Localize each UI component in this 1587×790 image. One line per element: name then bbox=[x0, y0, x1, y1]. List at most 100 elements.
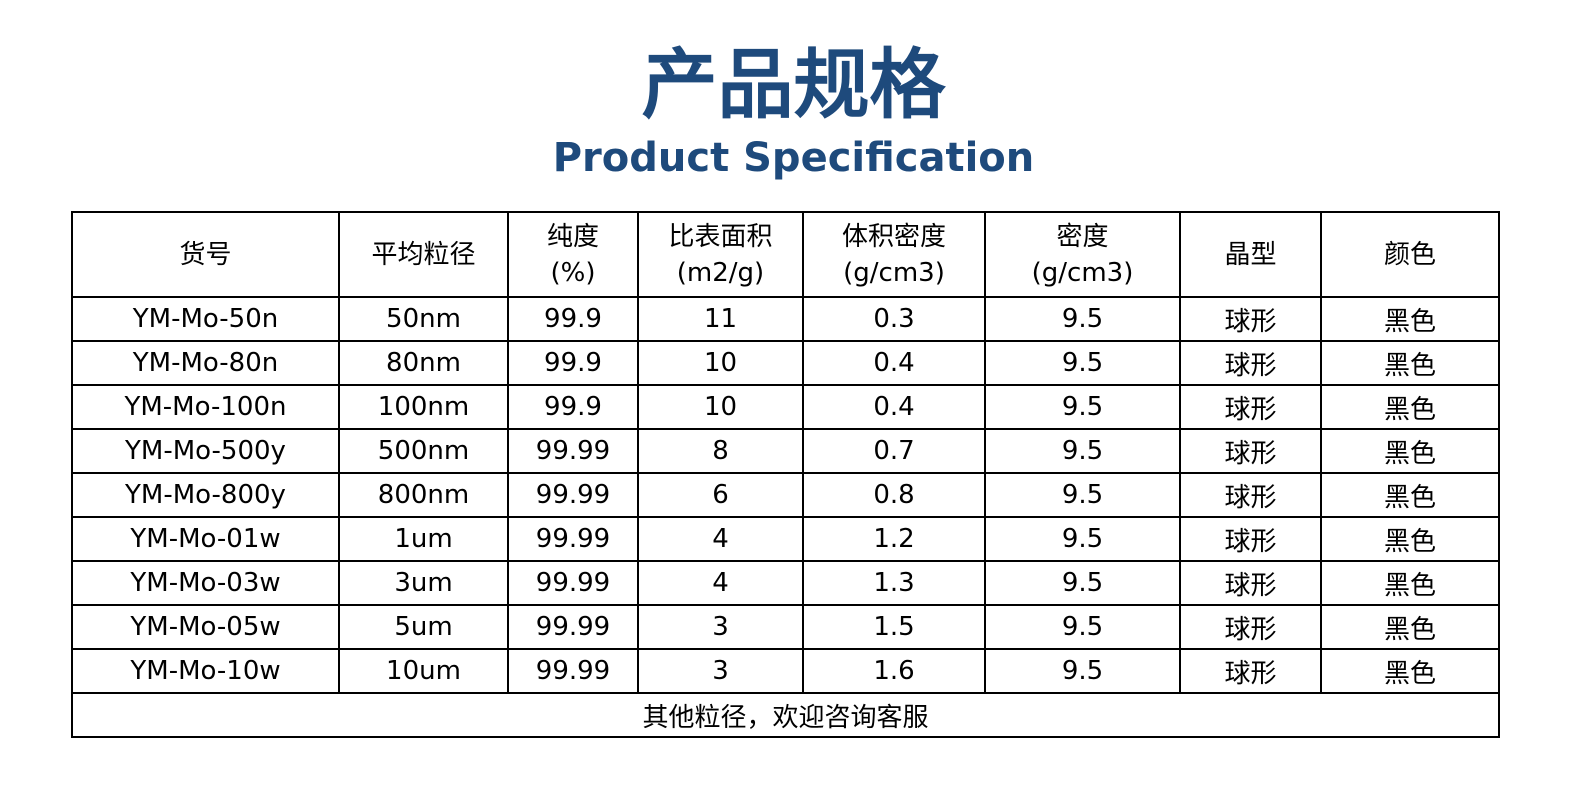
cell: 球形 bbox=[1179, 340, 1322, 386]
cell: 9.5 bbox=[984, 428, 1181, 474]
cell: YM-Mo-500y bbox=[71, 428, 340, 474]
cell: 9.5 bbox=[984, 648, 1181, 694]
column-header: 颜色 bbox=[1320, 211, 1500, 298]
header-line: 体积密度 bbox=[841, 221, 946, 252]
cell: 3um bbox=[338, 560, 509, 606]
cell: 球形 bbox=[1179, 648, 1322, 694]
spec-table: 货号 平均粒径 纯度 (%) 比表面积 (m2/g) 体积密度 (g/cm3) 密度 (g/cm3… bbox=[71, 211, 1500, 738]
cell: 球形 bbox=[1179, 472, 1322, 518]
column-header: 体积密度 (g/cm3) bbox=[802, 211, 986, 298]
column-header: 密度 (g/cm3) bbox=[984, 211, 1181, 298]
header-line: (g/cm3) bbox=[843, 257, 945, 288]
header-row: 货号 平均粒径 纯度 (%) 比表面积 (m2/g) 体积密度 (g/cm3) 密度 (g/cm3… bbox=[71, 211, 1500, 298]
cell: YM-Mo-50n bbox=[71, 296, 340, 342]
data-row: YM-Mo-05w 5um 99.99 3 1.5 9.5 球形 黑色 bbox=[71, 604, 1500, 650]
cell: 99.99 bbox=[507, 648, 639, 694]
cell: 9.5 bbox=[984, 296, 1181, 342]
cell: 黑色 bbox=[1320, 384, 1500, 430]
cell: 4 bbox=[637, 560, 804, 606]
header-line: 颜色 bbox=[1383, 239, 1436, 270]
header-line: (g/cm3) bbox=[1031, 257, 1134, 288]
column-header: 纯度 (%) bbox=[507, 211, 639, 298]
cell: 99.99 bbox=[507, 604, 639, 650]
cell: 0.8 bbox=[802, 472, 986, 518]
data-row: YM-Mo-01w 1um 99.99 4 1.2 9.5 球形 黑色 bbox=[71, 516, 1500, 562]
title: 产品规格 bbox=[641, 40, 946, 129]
cell: 1.2 bbox=[802, 516, 986, 562]
header-line: 晶型 bbox=[1224, 239, 1277, 270]
data-row: YM-Mo-500y 500nm 99.99 8 0.7 9.5 球形 黑色 bbox=[71, 428, 1500, 474]
cell: 10um bbox=[338, 648, 509, 694]
cell: 10 bbox=[637, 340, 804, 386]
cell: YM-Mo-10w bbox=[71, 648, 340, 694]
cell: 9.5 bbox=[984, 604, 1181, 650]
cell: YM-Mo-800y bbox=[71, 472, 340, 518]
cell: 黑色 bbox=[1320, 648, 1500, 694]
footer-note: 其他粒径，欢迎咨询客服 bbox=[71, 692, 1500, 738]
cell: YM-Mo-01w bbox=[71, 516, 340, 562]
header-line: 比表面积 bbox=[668, 221, 773, 252]
cell: 99.9 bbox=[507, 296, 639, 342]
data-row: YM-Mo-80n 80nm 99.9 10 0.4 9.5 球形 黑色 bbox=[71, 340, 1500, 386]
cell: 99.99 bbox=[507, 560, 639, 606]
cell: 黑色 bbox=[1320, 296, 1500, 342]
data-row: YM-Mo-03w 3um 99.99 4 1.3 9.5 球形 黑色 bbox=[71, 560, 1500, 606]
header-line: 密度 bbox=[1056, 221, 1109, 252]
cell: 球形 bbox=[1179, 604, 1322, 650]
cell: 黑色 bbox=[1320, 340, 1500, 386]
cell: 球形 bbox=[1179, 516, 1322, 562]
data-row: YM-Mo-10w 10um 99.99 3 1.6 9.5 球形 黑色 bbox=[71, 648, 1500, 694]
cell: YM-Mo-100n bbox=[71, 384, 340, 430]
cell: 6 bbox=[637, 472, 804, 518]
subtitle: Product Specification bbox=[552, 135, 1035, 181]
cell: 11 bbox=[637, 296, 804, 342]
cell: 0.7 bbox=[802, 428, 986, 474]
cell: 4 bbox=[637, 516, 804, 562]
cell: 1.3 bbox=[802, 560, 986, 606]
cell: 99.99 bbox=[507, 472, 639, 518]
cell: YM-Mo-80n bbox=[71, 340, 340, 386]
cell: 500nm bbox=[338, 428, 509, 474]
cell: 黑色 bbox=[1320, 560, 1500, 606]
cell: 800nm bbox=[338, 472, 509, 518]
column-header: 货号 bbox=[71, 211, 340, 298]
cell: 100nm bbox=[338, 384, 509, 430]
cell: 50nm bbox=[338, 296, 509, 342]
cell: 球形 bbox=[1179, 560, 1322, 606]
cell: 5um bbox=[338, 604, 509, 650]
header-line: 货号 bbox=[179, 239, 232, 270]
footer-row: 其他粒径，欢迎咨询客服 bbox=[71, 692, 1500, 738]
cell: 9.5 bbox=[984, 472, 1181, 518]
cell: 球形 bbox=[1179, 384, 1322, 430]
cell: 3 bbox=[637, 604, 804, 650]
cell: 黑色 bbox=[1320, 516, 1500, 562]
column-header: 比表面积 (m2/g) bbox=[637, 211, 804, 298]
cell: 99.9 bbox=[507, 340, 639, 386]
cell: 0.4 bbox=[802, 340, 986, 386]
column-header: 平均粒径 bbox=[338, 211, 509, 298]
cell: 99.99 bbox=[507, 516, 639, 562]
header-line: 平均粒径 bbox=[371, 239, 476, 270]
cell: 球形 bbox=[1179, 296, 1322, 342]
data-row: YM-Mo-50n 50nm 99.9 11 0.3 9.5 球形 黑色 bbox=[71, 296, 1500, 342]
cell: 0.3 bbox=[802, 296, 986, 342]
cell: 球形 bbox=[1179, 428, 1322, 474]
cell: 80nm bbox=[338, 340, 509, 386]
cell: 1.6 bbox=[802, 648, 986, 694]
cell: 1um bbox=[338, 516, 509, 562]
header-line: 纯度 bbox=[546, 221, 599, 252]
cell: 10 bbox=[637, 384, 804, 430]
cell: 黑色 bbox=[1320, 428, 1500, 474]
cell: 0.4 bbox=[802, 384, 986, 430]
cell: 9.5 bbox=[984, 560, 1181, 606]
column-header: 晶型 bbox=[1179, 211, 1322, 298]
data-row: YM-Mo-100n 100nm 99.9 10 0.4 9.5 球形 黑色 bbox=[71, 384, 1500, 430]
cell: 9.5 bbox=[984, 516, 1181, 562]
cell: YM-Mo-05w bbox=[71, 604, 340, 650]
cell: 9.5 bbox=[984, 384, 1181, 430]
cell: YM-Mo-03w bbox=[71, 560, 340, 606]
cell: 黑色 bbox=[1320, 604, 1500, 650]
header-line: (%) bbox=[550, 257, 596, 288]
data-row: YM-Mo-800y 800nm 99.99 6 0.8 9.5 球形 黑色 bbox=[71, 472, 1500, 518]
